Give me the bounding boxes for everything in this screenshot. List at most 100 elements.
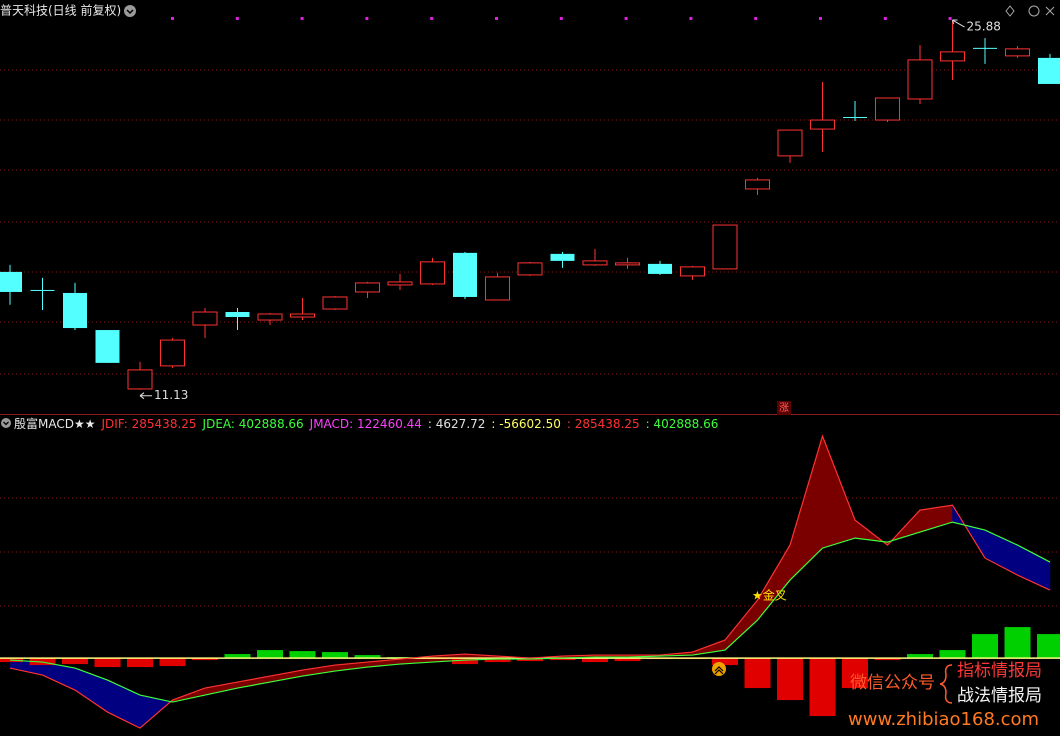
macd-panel: [0, 434, 1060, 729]
watermark-text: 微信公众号: [850, 673, 935, 693]
menu-chevron: [126, 9, 134, 15]
candle-body: [875, 97, 900, 121]
histogram-bar: [809, 658, 836, 717]
nav-icon[interactable]: [1028, 5, 1040, 17]
period-dot: [948, 17, 952, 20]
candle-body: [160, 339, 185, 367]
menu-chevron: [3, 421, 9, 426]
candle-body: [712, 224, 738, 270]
nav-icon[interactable]: [1005, 5, 1015, 17]
histogram-bar: [452, 658, 478, 665]
line-gap-fill: [237, 675, 271, 689]
line-gap-fill: [789, 436, 823, 581]
histogram-bar: [972, 634, 998, 659]
watermark-text: 指标情报局: [957, 661, 1042, 681]
readout-item: : 285438.25: [567, 417, 640, 431]
readout-item: : -56602.50: [491, 417, 560, 431]
histogram-bar: [127, 658, 153, 668]
candle-body: [95, 330, 120, 363]
period-dot: [689, 17, 693, 20]
candle-body: [63, 292, 87, 329]
candle-body: [127, 369, 153, 390]
grid: [0, 69, 1060, 607]
max-arrow: [952, 19, 965, 28]
histogram-bar: [1004, 627, 1031, 659]
histogram-bar: [907, 654, 933, 659]
histogram-bar: [842, 658, 868, 689]
histogram-bar: [712, 658, 738, 666]
line-gap-fill: [757, 544, 791, 621]
histogram-bar: [582, 658, 608, 663]
period-dot: [365, 17, 369, 20]
line-gap-fill: [269, 669, 303, 683]
candle-body: [973, 47, 997, 49]
menu-icon[interactable]: [124, 5, 136, 17]
indicator-readout: 殷富MACD★★ JDIF: 285438.25 JDEA: 402888.66 JM…: [14, 416, 718, 431]
histogram-bar: [62, 658, 88, 665]
candle-body: [387, 281, 413, 286]
readout-item: JDEA: 402888.66: [202, 417, 304, 431]
readout-item: JDIF: 285438.25: [101, 417, 197, 431]
line-gap-fill: [822, 436, 856, 549]
stock-title: 普天科技(日线 前复权): [0, 3, 121, 18]
histogram-bar: [1037, 634, 1060, 659]
period-dot: [559, 17, 563, 20]
candle-panel: 25.88 11.13: [0, 19, 1060, 402]
histogram-bar: [777, 658, 803, 701]
histogram-bar: [614, 658, 641, 662]
candle-body: [940, 51, 965, 62]
histogram-bar: [289, 651, 316, 659]
period-dot: [495, 17, 498, 20]
watermark-url: www.zhibiao168.com: [848, 709, 1039, 730]
cross-annotation: ★金叉: [752, 588, 787, 603]
candle-body: [745, 179, 770, 190]
signal-label: 涨: [779, 402, 789, 414]
candle-body: [453, 252, 477, 297]
candle-body: [582, 260, 608, 266]
period-dot: [235, 17, 239, 20]
line-gap-fill: [42, 661, 76, 691]
min-arrow: [139, 392, 152, 400]
candle-body: [225, 312, 250, 318]
watermark-brace: [939, 664, 953, 704]
signal-icon-arrow: [714, 666, 724, 675]
histogram-bar: [257, 650, 283, 659]
close-icon[interactable]: [1045, 6, 1055, 16]
histogram-bar: [549, 658, 576, 661]
menu-icon[interactable]: [1, 418, 11, 428]
signal-icon: [712, 662, 726, 676]
line-gap-fill: [1017, 544, 1051, 591]
indicator-line: [9, 521, 1051, 703]
line-gap-fill: [302, 664, 336, 677]
candle-body: [517, 262, 543, 276]
period-dot: [883, 17, 887, 20]
readout-item: : 402888.66: [646, 417, 719, 431]
candle-body: [355, 282, 380, 293]
indicator-line: [9, 434, 1051, 729]
histogram-bar: [159, 658, 186, 667]
histogram-bar: [322, 652, 348, 659]
signal-box: [777, 401, 791, 415]
candle-body: [290, 313, 315, 318]
period-dot: [300, 17, 304, 20]
candle-body: [777, 129, 803, 157]
candle-body: [257, 313, 283, 321]
indicator-title: 殷富MACD★★: [14, 416, 96, 431]
candle-body: [1038, 57, 1060, 84]
candle-body: [680, 266, 705, 277]
histogram-bar: [94, 658, 121, 668]
candle-body: [1005, 48, 1030, 57]
histogram-bar: [224, 654, 251, 659]
histogram-bar: [874, 658, 901, 661]
histogram-bar: [939, 650, 966, 659]
candle-body: [485, 276, 510, 301]
period-dot: [430, 17, 434, 20]
candle-body: [0, 271, 22, 292]
histogram-bar: [354, 655, 381, 659]
candle-body: [30, 289, 55, 291]
candle-body: [843, 117, 867, 119]
readout-item: JMACD: 122460.44: [309, 417, 422, 431]
max-label: 25.88: [967, 20, 1001, 34]
